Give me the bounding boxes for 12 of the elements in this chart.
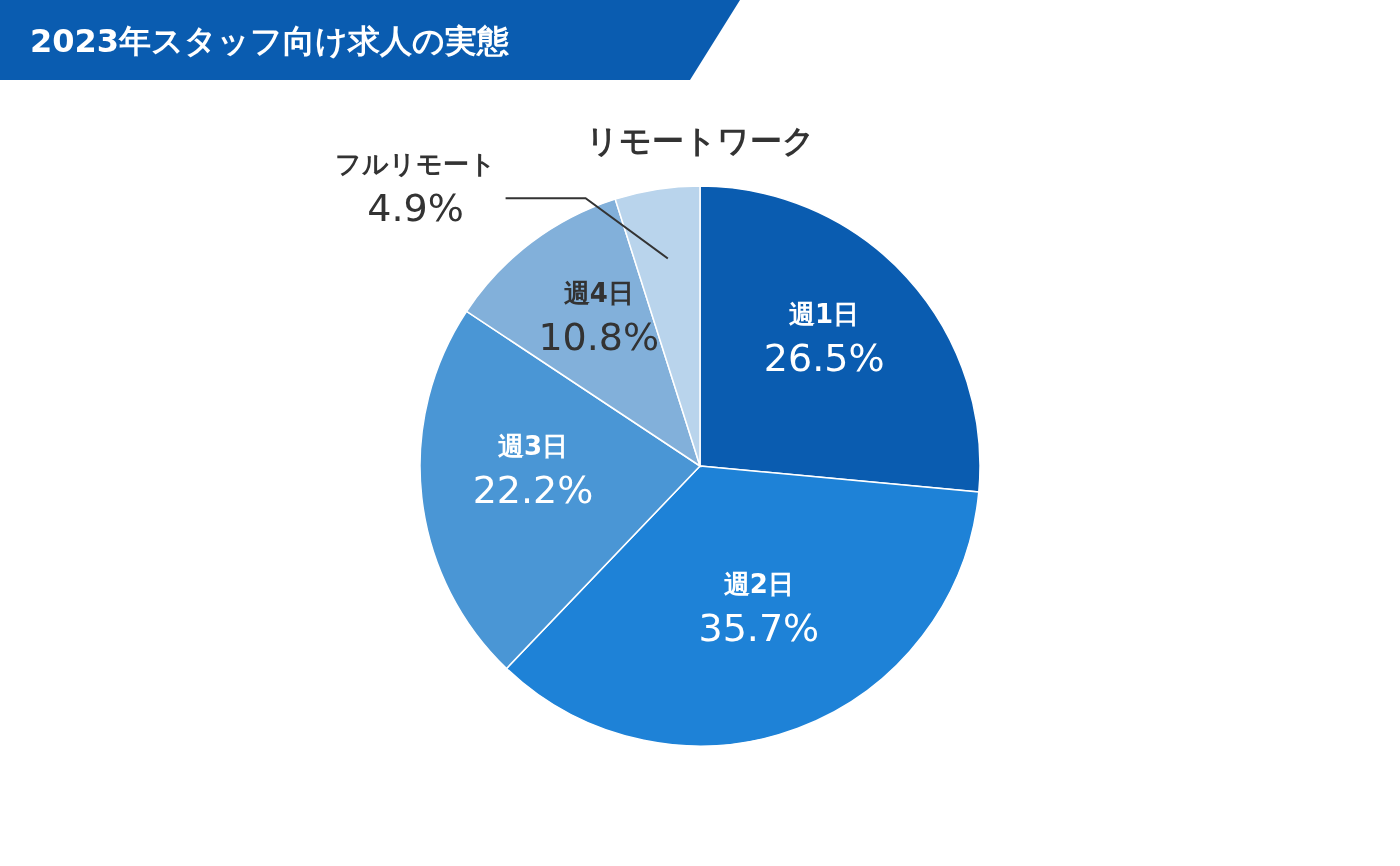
slice-label: 週1日 [789, 298, 860, 329]
slice-label: 週3日 [497, 430, 569, 461]
slice-label: 週4日 [563, 277, 634, 308]
chart-title: 2023年スタッフ向け求人の実態 [30, 22, 510, 60]
chart-subtitle: リモートワーク [585, 122, 815, 160]
data-label: 35.7% [698, 606, 820, 651]
data-label: 26.5% [763, 335, 885, 380]
slice-label: フルリモート [335, 149, 497, 180]
data-label: 4.9% [367, 186, 464, 231]
slice-label: 週2日 [723, 569, 794, 600]
data-label: 22.2% [472, 467, 594, 512]
data-label: 10.8% [538, 314, 660, 359]
